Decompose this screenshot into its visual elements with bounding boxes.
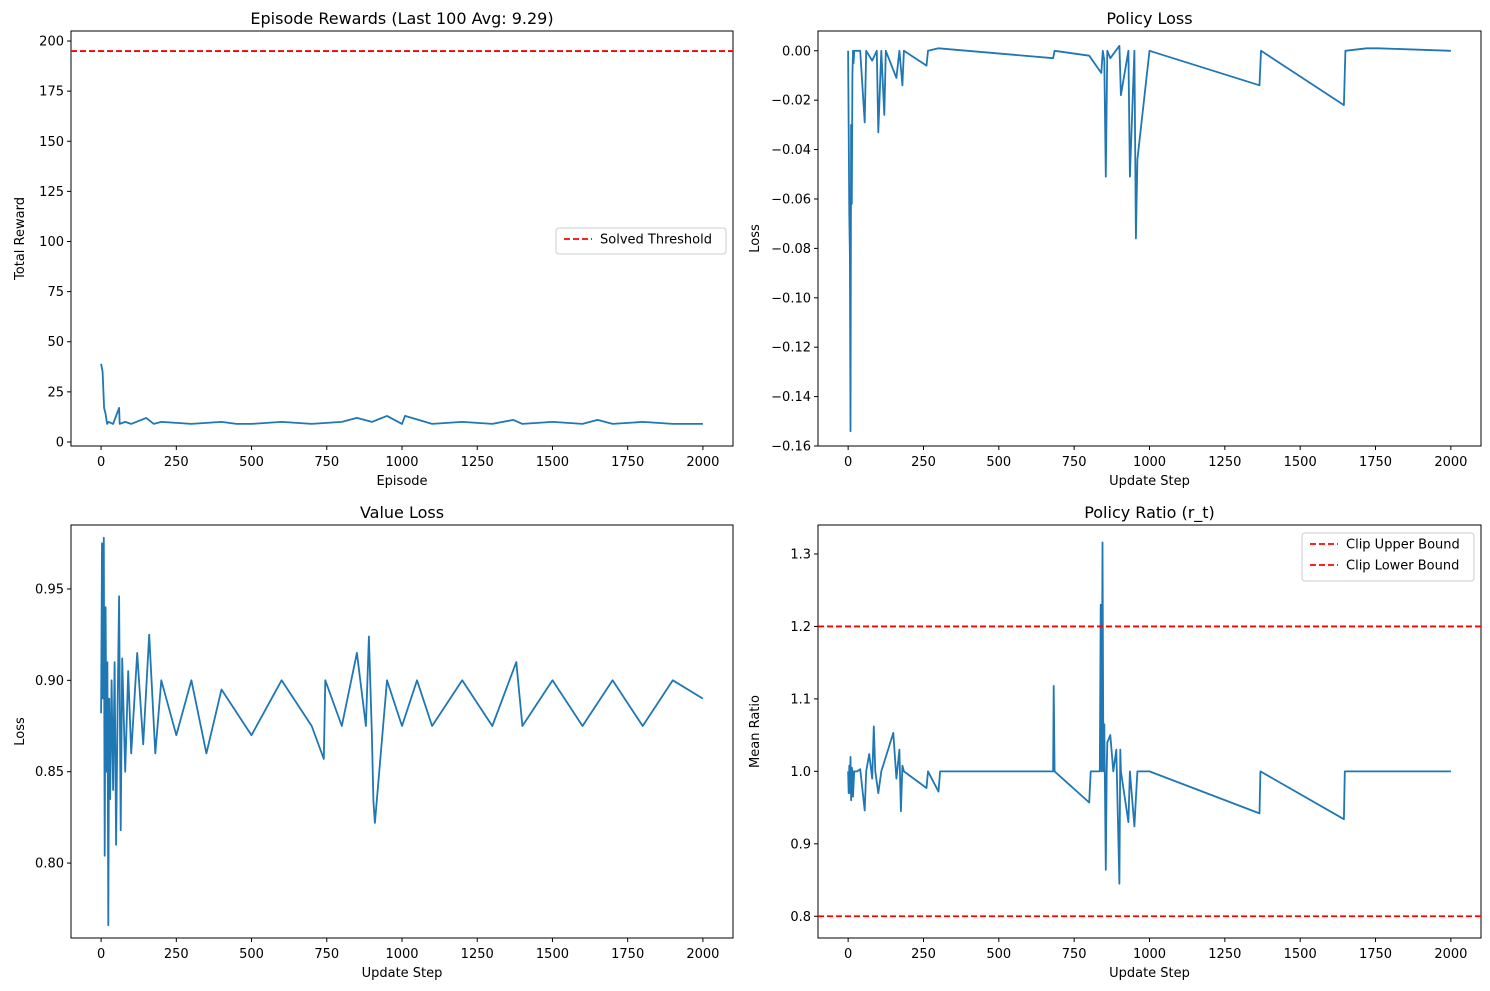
x-axis-label: Update Step (362, 966, 443, 981)
x-tick-label: 1750 (1359, 455, 1392, 470)
legend-label: Clip Lower Bound (1346, 559, 1459, 574)
y-tick-label: 150 (39, 135, 64, 150)
x-tick-label: 500 (986, 455, 1011, 470)
y-tick-label: 1.3 (790, 547, 811, 562)
x-tick-label: 0 (97, 947, 105, 962)
series-line (847, 44, 1451, 433)
x-tick-label: 250 (164, 947, 189, 962)
legend-box (555, 227, 727, 255)
x-tick-label: 1500 (536, 947, 569, 962)
y-tick-label: −0.06 (771, 192, 811, 207)
chart-title: Policy Loss (1106, 9, 1192, 28)
legend: Clip Upper Bound Clip Lower Bound (1301, 532, 1475, 582)
axes-frame (70, 524, 734, 939)
y-tick-label: 0.85 (35, 765, 64, 780)
y-tick-label: 25 (47, 385, 64, 400)
series-line (847, 541, 1451, 885)
x-tick-label: 1000 (1133, 455, 1166, 470)
x-axis-label: Update Step (1109, 966, 1190, 981)
x-tick-label: 1250 (461, 455, 494, 470)
x-tick-label: 500 (239, 947, 264, 962)
y-tick-label: −0.12 (771, 341, 811, 356)
legend-label: Solved Threshold (600, 233, 712, 248)
y-tick-label: −0.10 (771, 291, 811, 306)
chart-policy-loss: 0 250 500 750 1000 1250 1500 1750 2000 0.00 −0.02 −… (748, 9, 1482, 489)
y-tick-label: 100 (39, 235, 64, 250)
x-tick-label: 1750 (1359, 947, 1392, 962)
chart-value-loss: 0 250 500 750 1000 1250 1500 1750 2000 0.80 0.85 0.… (13, 503, 734, 981)
x-tick-label: 750 (1062, 947, 1087, 962)
chart-title: Policy Ratio (r_t) (1084, 503, 1215, 523)
axes-frame (817, 524, 1482, 939)
x-tick-label: 750 (1062, 455, 1087, 470)
y-tick-label: 1.1 (790, 692, 811, 707)
x-tick-label: 2000 (686, 947, 719, 962)
y-tick-label: 125 (39, 185, 64, 200)
chart-title: Episode Rewards (Last 100 Avg: 9.29) (250, 9, 553, 28)
x-tick-label: 750 (314, 455, 339, 470)
x-tick-label: 500 (239, 455, 264, 470)
chart-title: Value Loss (360, 503, 444, 522)
series-line (100, 363, 703, 425)
x-tick-label: 1750 (611, 455, 644, 470)
chart-episode-rewards: 0 250 500 750 1000 1250 1500 1750 2000 0 25 50 75 100… (13, 9, 734, 489)
y-tick-label: −0.04 (771, 143, 811, 158)
y-tick-label: 1.2 (790, 620, 811, 635)
x-tick-label: 1250 (461, 947, 494, 962)
y-axis-label: Total Reward (13, 197, 28, 281)
y-axis-label: Mean Ratio (748, 695, 763, 768)
x-axis-label: Update Step (1109, 474, 1190, 489)
series-line (100, 536, 704, 927)
y-tick-label: 0.95 (35, 582, 64, 597)
x-axis-label: Episode (376, 474, 427, 489)
x-tick-label: 250 (911, 455, 936, 470)
x-tick-label: 1750 (611, 947, 644, 962)
legend-box (1301, 532, 1475, 582)
y-tick-label: −0.08 (771, 242, 811, 257)
x-tick-label: 1250 (1208, 947, 1241, 962)
x-tick-label: 1500 (1284, 455, 1317, 470)
y-tick-label: 0 (56, 435, 64, 450)
y-tick-label: 50 (47, 335, 64, 350)
x-tick-label: 0 (844, 947, 852, 962)
y-axis-label: Loss (748, 224, 763, 253)
y-tick-label: 0.00 (782, 44, 811, 59)
axes-frame (817, 30, 1482, 447)
y-tick-label: 0.8 (790, 910, 811, 925)
y-tick-label: 0.9 (790, 837, 811, 852)
x-tick-label: 250 (911, 947, 936, 962)
x-tick-label: 2000 (686, 455, 719, 470)
x-tick-label: 1000 (1133, 947, 1166, 962)
x-tick-label: 750 (314, 947, 339, 962)
y-tick-label: 75 (47, 285, 64, 300)
y-tick-label: −0.16 (771, 440, 811, 455)
y-tick-label: 175 (39, 85, 64, 100)
y-axis-label: Loss (13, 717, 28, 746)
x-tick-label: 1500 (536, 455, 569, 470)
legend-label: Clip Upper Bound (1346, 538, 1460, 553)
x-tick-label: 0 (844, 455, 852, 470)
x-tick-label: 1000 (385, 947, 418, 962)
x-tick-label: 0 (97, 455, 105, 470)
y-tick-label: 200 (39, 35, 64, 50)
x-tick-label: 250 (164, 455, 189, 470)
x-tick-label: 2000 (1434, 455, 1467, 470)
x-tick-label: 2000 (1434, 947, 1467, 962)
y-tick-label: −0.14 (771, 390, 811, 405)
legend: Solved Threshold (555, 227, 727, 255)
y-tick-label: 0.90 (35, 674, 64, 689)
x-tick-label: 1250 (1208, 455, 1241, 470)
chart-policy-ratio: 0 250 500 750 1000 1250 1500 1750 2000 0.8 0.9 1.0 1… (748, 503, 1482, 981)
x-tick-label: 1000 (385, 455, 418, 470)
y-tick-label: −0.02 (771, 94, 811, 109)
y-tick-label: 1.0 (790, 765, 811, 780)
x-tick-label: 1500 (1284, 947, 1317, 962)
y-tick-label: 0.80 (35, 857, 64, 872)
x-tick-label: 500 (986, 947, 1011, 962)
